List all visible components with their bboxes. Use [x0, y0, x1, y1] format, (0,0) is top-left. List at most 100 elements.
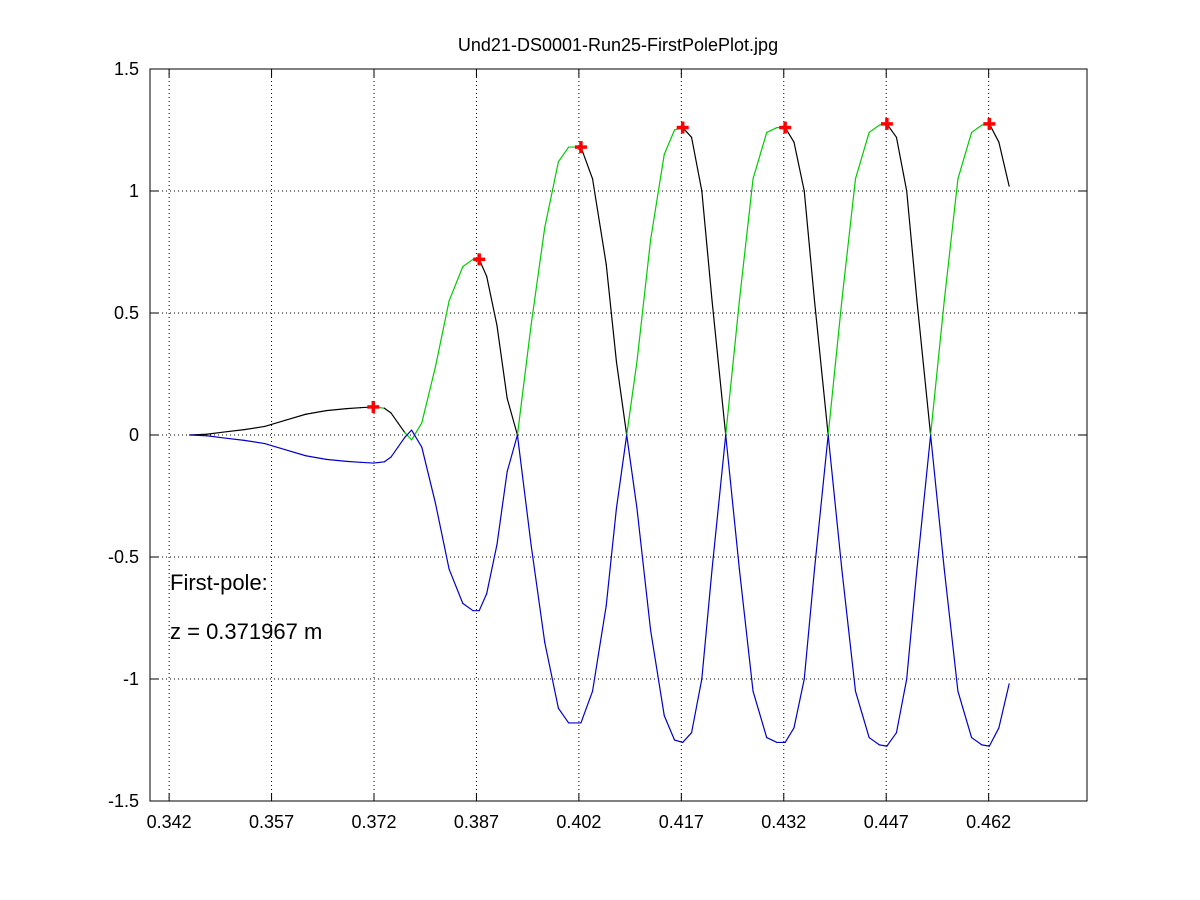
peak-marker [367, 400, 380, 413]
upper-curve-segment [404, 431, 413, 441]
lower-curve-segment [516, 434, 532, 546]
lower-curve-segment [397, 436, 406, 448]
upper-curve-segment [766, 126, 778, 134]
upper-curve-segment [346, 407, 361, 410]
y-tick-label: 1 [129, 181, 139, 201]
x-tick-label: 0.402 [556, 812, 601, 832]
upper-curve-segment [970, 124, 983, 134]
lower-curve-segment [305, 455, 327, 460]
upper-curve-segment [305, 410, 327, 415]
upper-curve-segment [906, 190, 918, 302]
upper-curve-segment [752, 131, 768, 180]
lower-curve-segment [383, 456, 392, 463]
upper-curve-segment [615, 361, 628, 436]
upper-curve-segment [916, 300, 932, 436]
lower-curve-segment [496, 471, 508, 546]
lower-curve-segment [981, 744, 990, 747]
lower-curve-segment [636, 507, 652, 631]
upper-curve-segment [544, 161, 560, 229]
lower-curve-segment [390, 446, 399, 458]
lower-curve-segment [916, 434, 932, 570]
upper-curve-segment [410, 422, 423, 441]
lower-curve-segment [478, 592, 488, 612]
lower-curve-segment [988, 727, 1000, 747]
lower-curve-segment [448, 568, 464, 604]
chart-title: Und21-DS0001-Run25-FirstPolePlot.jpg [458, 35, 778, 55]
lower-curve-segment [626, 434, 638, 509]
lower-curve-segment [649, 629, 665, 717]
upper-curve-segment [854, 131, 870, 180]
peak-marker-group [367, 117, 996, 413]
curve-group [189, 123, 1010, 747]
lower-curve-segment [682, 732, 693, 744]
upper-curve-segment [636, 239, 652, 363]
lower-curve-segment [803, 568, 816, 680]
y-tick-label: -1 [123, 669, 139, 689]
x-tick-label: 0.342 [147, 812, 192, 832]
lower-curve-segment [725, 434, 740, 570]
lower-curve-segment [404, 429, 413, 439]
upper-curve-segment [223, 429, 245, 433]
upper-curve-segment [827, 300, 843, 436]
upper-curve-segment [605, 263, 618, 363]
lower-curve-segment [886, 732, 898, 747]
upper-curve-segment [383, 407, 392, 414]
lower-curve-segment [663, 714, 676, 741]
lower-curve-segment [506, 434, 519, 473]
upper-curve-segment [868, 124, 880, 134]
lower-curve-segment [690, 678, 703, 734]
lower-curve-segment [673, 739, 684, 744]
upper-curve-segment [243, 425, 266, 431]
upper-curve-segment [516, 324, 532, 436]
lower-curve-segment [462, 602, 474, 612]
grid-lines [150, 68, 1087, 802]
lower-curve-segment [711, 434, 727, 570]
lower-curve-segment [372, 461, 385, 464]
lower-curve-segment [421, 446, 437, 504]
x-tick-label: 0.417 [659, 812, 704, 832]
upper-curve-segment [701, 190, 713, 302]
x-tick-label: 0.462 [966, 812, 1011, 832]
x-tick-label: 0.432 [761, 812, 806, 832]
upper-curve-segment [813, 300, 829, 436]
first-pole-label: First-pole: [170, 570, 268, 595]
upper-curve-segment [390, 412, 399, 424]
upper-curve-segment [530, 227, 546, 326]
x-tick-label: 0.372 [351, 812, 396, 832]
lower-curve-segment [346, 460, 361, 463]
peak-marker [574, 141, 587, 154]
upper-curve-segment [738, 178, 754, 302]
peak-marker [880, 117, 893, 130]
lower-curve-segment [434, 502, 450, 570]
first-pole-value: z = 0.371967 m [170, 619, 322, 644]
upper-curve-segment [649, 153, 665, 241]
lower-curve-segment [189, 434, 208, 437]
lower-curve-segment [766, 736, 778, 744]
lower-curve-segment [359, 461, 374, 464]
lower-curve-segment [957, 690, 973, 739]
lower-curve-segment [752, 690, 768, 739]
y-tick-label: 0 [129, 425, 139, 445]
upper-curve-segment [206, 431, 225, 435]
x-tick-label: 0.387 [454, 812, 499, 832]
lower-curve-segment [784, 727, 795, 744]
lower-curve-segment [738, 568, 754, 692]
lower-curve-segment [878, 744, 888, 747]
lower-curve-segment [868, 736, 880, 746]
lower-curve-segment [906, 568, 918, 680]
lower-curve-segment [813, 434, 829, 570]
lower-curve-segment [895, 678, 908, 734]
upper-curve-segment [725, 300, 740, 436]
upper-curve-segment [841, 178, 857, 302]
lower-curve-segment [930, 434, 945, 570]
upper-curve-segment [591, 178, 607, 265]
x-tick-label: 0.447 [864, 812, 909, 832]
lower-curve-segment [206, 435, 225, 439]
upper-curve-segment [421, 366, 437, 424]
lower-curve-segment [264, 442, 286, 451]
y-tick-label: 0.5 [114, 303, 139, 323]
lower-curve-segment [580, 690, 594, 724]
x-tick-label: 0.357 [249, 812, 294, 832]
lower-curve-segment [591, 605, 607, 692]
